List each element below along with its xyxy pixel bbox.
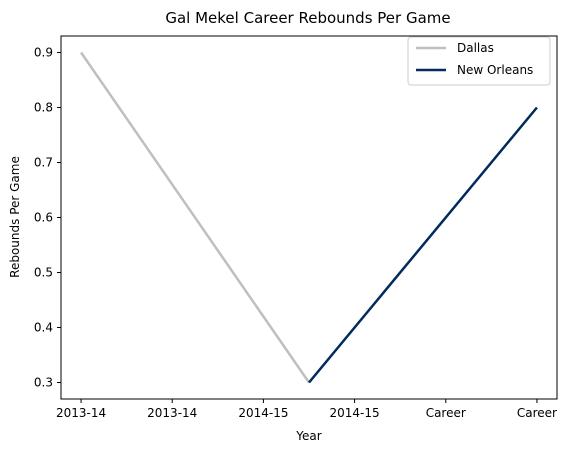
- y-tick-label: 0.4: [34, 321, 53, 335]
- y-tick-label: 0.7: [34, 156, 53, 170]
- y-axis-label: Rebounds Per Game: [8, 156, 22, 278]
- y-tick-label: 0.9: [34, 46, 53, 60]
- legend-label-new-orleans: New Orleans: [457, 63, 533, 77]
- x-tick-label: Career: [517, 406, 557, 420]
- y-tick-label: 0.6: [34, 211, 53, 225]
- legend-label-dallas: Dallas: [457, 41, 494, 55]
- x-axis-label: Year: [295, 429, 321, 443]
- x-tick-label: 2013-14: [147, 406, 197, 420]
- x-tick-label: 2013-14: [56, 406, 106, 420]
- series-line-1: [308, 106, 538, 384]
- y-tick-label: 0.5: [34, 266, 53, 280]
- x-tick-label: 2014-15: [238, 406, 288, 420]
- series-layer: [80, 51, 538, 384]
- x-tick-label: Career: [426, 406, 466, 420]
- legend: Dallas New Orleans: [407, 36, 551, 86]
- series-line-0: [80, 51, 311, 384]
- plot-frame: [60, 35, 558, 400]
- x-axis: 2013-14 2013-14 2014-15 2014-15 Career Career: [56, 399, 557, 420]
- y-tick-label: 0.8: [34, 101, 53, 115]
- y-axis: 0.3 0.4 0.5 0.6 0.7 0.8 0.9: [34, 46, 61, 390]
- x-tick-label: 2014-15: [330, 406, 380, 420]
- chart-title: Gal Mekel Career Rebounds Per Game: [165, 9, 450, 27]
- plot-area: [60, 35, 558, 400]
- y-tick-label: 0.3: [34, 376, 53, 390]
